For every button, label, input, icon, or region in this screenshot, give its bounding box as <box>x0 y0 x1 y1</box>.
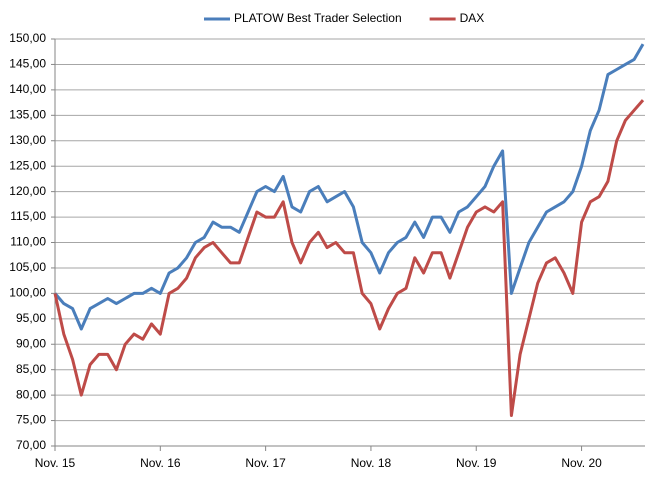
y-tick-label: 145,00 <box>9 57 46 71</box>
x-tick-label: Nov. 16 <box>140 456 181 470</box>
y-tick-label: 100,00 <box>9 286 46 300</box>
y-tick-label: 135,00 <box>9 107 46 121</box>
x-tick-label: Nov. 20 <box>561 456 602 470</box>
x-tick-label: Nov. 15 <box>35 456 76 470</box>
y-tick-label: 110,00 <box>10 235 46 249</box>
y-tick-label: 95,00 <box>16 311 46 325</box>
y-tick-label: 120,00 <box>9 184 46 198</box>
series-line <box>53 99 645 417</box>
y-tick-label: 85,00 <box>16 362 46 376</box>
y-tick-label: 150,00 <box>9 31 46 45</box>
y-tick-label: 75,00 <box>16 413 46 427</box>
y-tick-label: 80,00 <box>16 387 46 401</box>
y-tick-label: 125,00 <box>9 158 46 172</box>
legend-label: PLATOW Best Trader Selection <box>234 11 402 25</box>
y-tick-label: 105,00 <box>9 260 46 274</box>
legend-label: DAX <box>460 11 485 25</box>
y-tick-label: 115,00 <box>10 209 46 223</box>
y-tick-label: 140,00 <box>9 82 46 96</box>
x-tick-label: Nov. 18 <box>351 456 392 470</box>
y-tick-label: 70,00 <box>16 438 46 452</box>
y-tick-label: 90,00 <box>16 336 46 350</box>
x-tick-label: Nov. 19 <box>456 456 497 470</box>
x-tick-label: Nov. 17 <box>245 456 286 470</box>
y-tick-label: 130,00 <box>9 133 46 147</box>
series-line <box>53 43 645 331</box>
